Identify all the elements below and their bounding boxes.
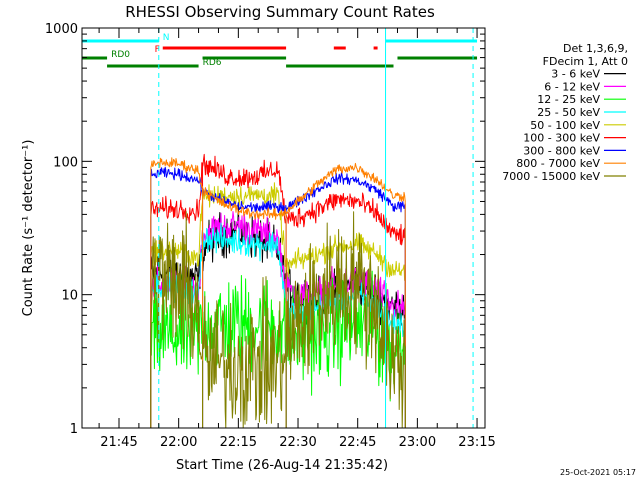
chart-title: RHESSI Observing Summary Count Rates: [125, 3, 435, 21]
legend-header-line: FDecim 1, Att 0: [543, 55, 628, 68]
legend-entry-label: 300 - 800 keV: [523, 144, 600, 157]
footer-date: 25-Oct-2021 05:17: [560, 468, 636, 477]
flag-label: RD6: [203, 58, 222, 68]
legend-entry-label: 12 - 25 keV: [537, 93, 600, 106]
x-tick-label: 22:15: [220, 435, 257, 450]
x-tick-label: 23:00: [399, 435, 436, 450]
legend-entry-label: 100 - 300 keV: [523, 132, 600, 145]
x-tick-label: 22:45: [339, 435, 376, 450]
x-tick-label: 22:30: [279, 435, 316, 450]
x-tick-label: 22:00: [160, 435, 197, 450]
y-axis-label: Count Rate (s⁻¹ detector⁻¹): [21, 140, 36, 317]
legend-header-line: Det 1,3,6,9,: [563, 42, 628, 55]
legend-entry-label: 50 - 100 keV: [530, 119, 600, 132]
series-line: [150, 211, 406, 429]
series-line: [150, 157, 406, 429]
legend-entry-label: 7000 - 15000 keV: [502, 170, 600, 183]
y-tick-label: 100: [53, 155, 78, 170]
legend-entry-label: 800 - 7000 keV: [516, 157, 600, 170]
flag-bars: NF RD0 RD6: [82, 33, 478, 68]
series-line: [150, 182, 406, 429]
vertical-markers: [158, 28, 474, 428]
axes: 21:45 22:00 22:15 22:30 22:45 23:00 23:15 1 10 10…: [45, 22, 496, 450]
legend-entry-label: 6 - 12 keV: [544, 80, 600, 93]
flag-label: F: [155, 45, 160, 55]
legend-entry-label: 3 - 6 keV: [551, 68, 600, 81]
flag-label: N: [163, 33, 170, 43]
y-tick-label: 1000: [45, 22, 78, 37]
series-line: [150, 153, 406, 429]
x-tick-label: 23:15: [458, 435, 495, 450]
flag-label: RD0: [111, 50, 130, 60]
plot-frame: [81, 27, 486, 429]
legend-entry-label: 25 - 50 keV: [537, 106, 600, 119]
x-axis-label: Start Time (26-Aug-14 21:35:42): [176, 458, 388, 473]
y-tick-label: 10: [61, 289, 78, 304]
series-line: [150, 166, 406, 429]
series-lines: [150, 153, 406, 429]
y-tick-label: 1: [70, 422, 78, 437]
x-tick-label: 21:45: [100, 435, 137, 450]
